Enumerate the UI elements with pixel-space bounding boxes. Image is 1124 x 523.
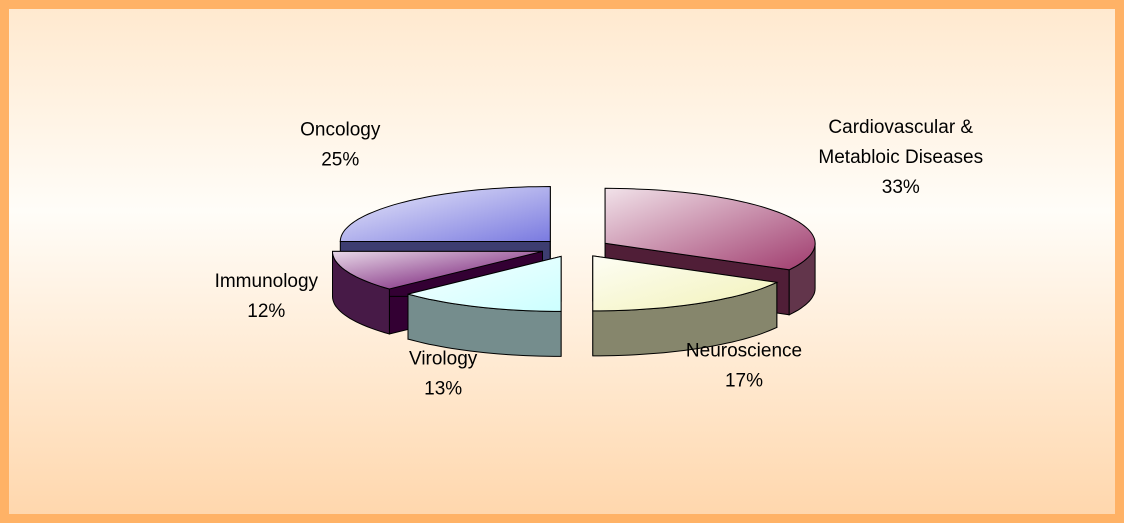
- labels: Cardiovascular & Metabloic Diseases 33% Neu…: [215, 117, 984, 399]
- slice-label: Immunology: [215, 271, 319, 292]
- plot-background: [9, 9, 1115, 514]
- slice-value-label: 33%: [882, 177, 920, 198]
- slice-value-label: 17%: [725, 370, 763, 391]
- slice: [592, 255, 779, 357]
- slice-top: [339, 185, 551, 242]
- slice-label: Virology: [409, 348, 478, 369]
- slice-top: [592, 255, 779, 312]
- slice-value-label: 25%: [321, 149, 359, 170]
- slice-value-label: 13%: [424, 378, 462, 399]
- pie: [331, 185, 816, 357]
- slice: [407, 255, 562, 357]
- slice-label: Neuroscience: [686, 340, 802, 361]
- slice-top: [604, 187, 816, 271]
- slice-label: Oncology: [300, 119, 381, 140]
- slice-label: Cardiovascular & Metabloic Diseases: [818, 117, 983, 168]
- slice-top: [331, 250, 543, 290]
- slice-top: [407, 255, 562, 312]
- slice-value-label: 12%: [247, 301, 285, 322]
